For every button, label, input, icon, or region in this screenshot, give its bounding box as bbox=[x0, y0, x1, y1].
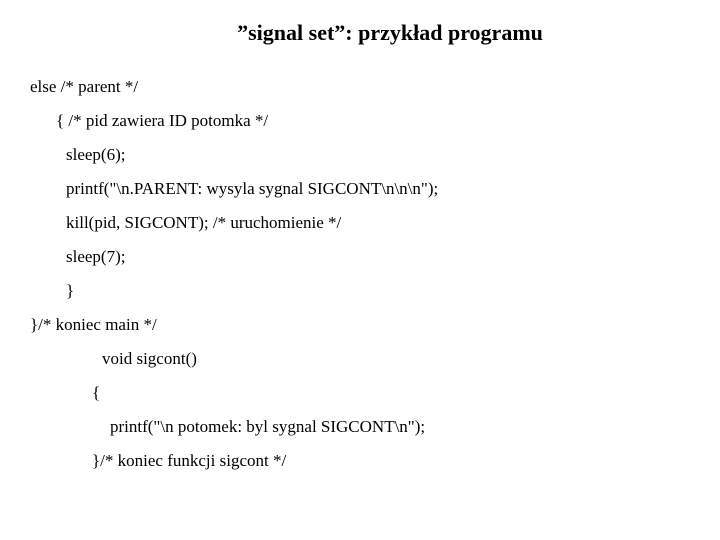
code-line: else /* parent */ bbox=[30, 70, 690, 104]
code-line: { bbox=[30, 376, 690, 410]
code-line: void sigcont() bbox=[30, 342, 690, 376]
code-line: kill(pid, SIGCONT); /* uruchomienie */ bbox=[30, 206, 690, 240]
code-line: }/* koniec main */ bbox=[30, 308, 690, 342]
code-line: }/* koniec funkcji sigcont */ bbox=[30, 444, 690, 478]
code-line: } bbox=[30, 274, 690, 308]
code-line: printf("\n potomek: byl sygnal SIGCONT\n… bbox=[30, 410, 690, 444]
slide-title: ”signal set”: przykład programu bbox=[30, 20, 690, 46]
code-line: printf("\n.PARENT: wysyla sygnal SIGCONT… bbox=[30, 172, 690, 206]
code-block: else /* parent */ { /* pid zawiera ID po… bbox=[30, 70, 690, 478]
code-line: sleep(6); bbox=[30, 138, 690, 172]
code-line: sleep(7); bbox=[30, 240, 690, 274]
code-line: { /* pid zawiera ID potomka */ bbox=[30, 104, 690, 138]
